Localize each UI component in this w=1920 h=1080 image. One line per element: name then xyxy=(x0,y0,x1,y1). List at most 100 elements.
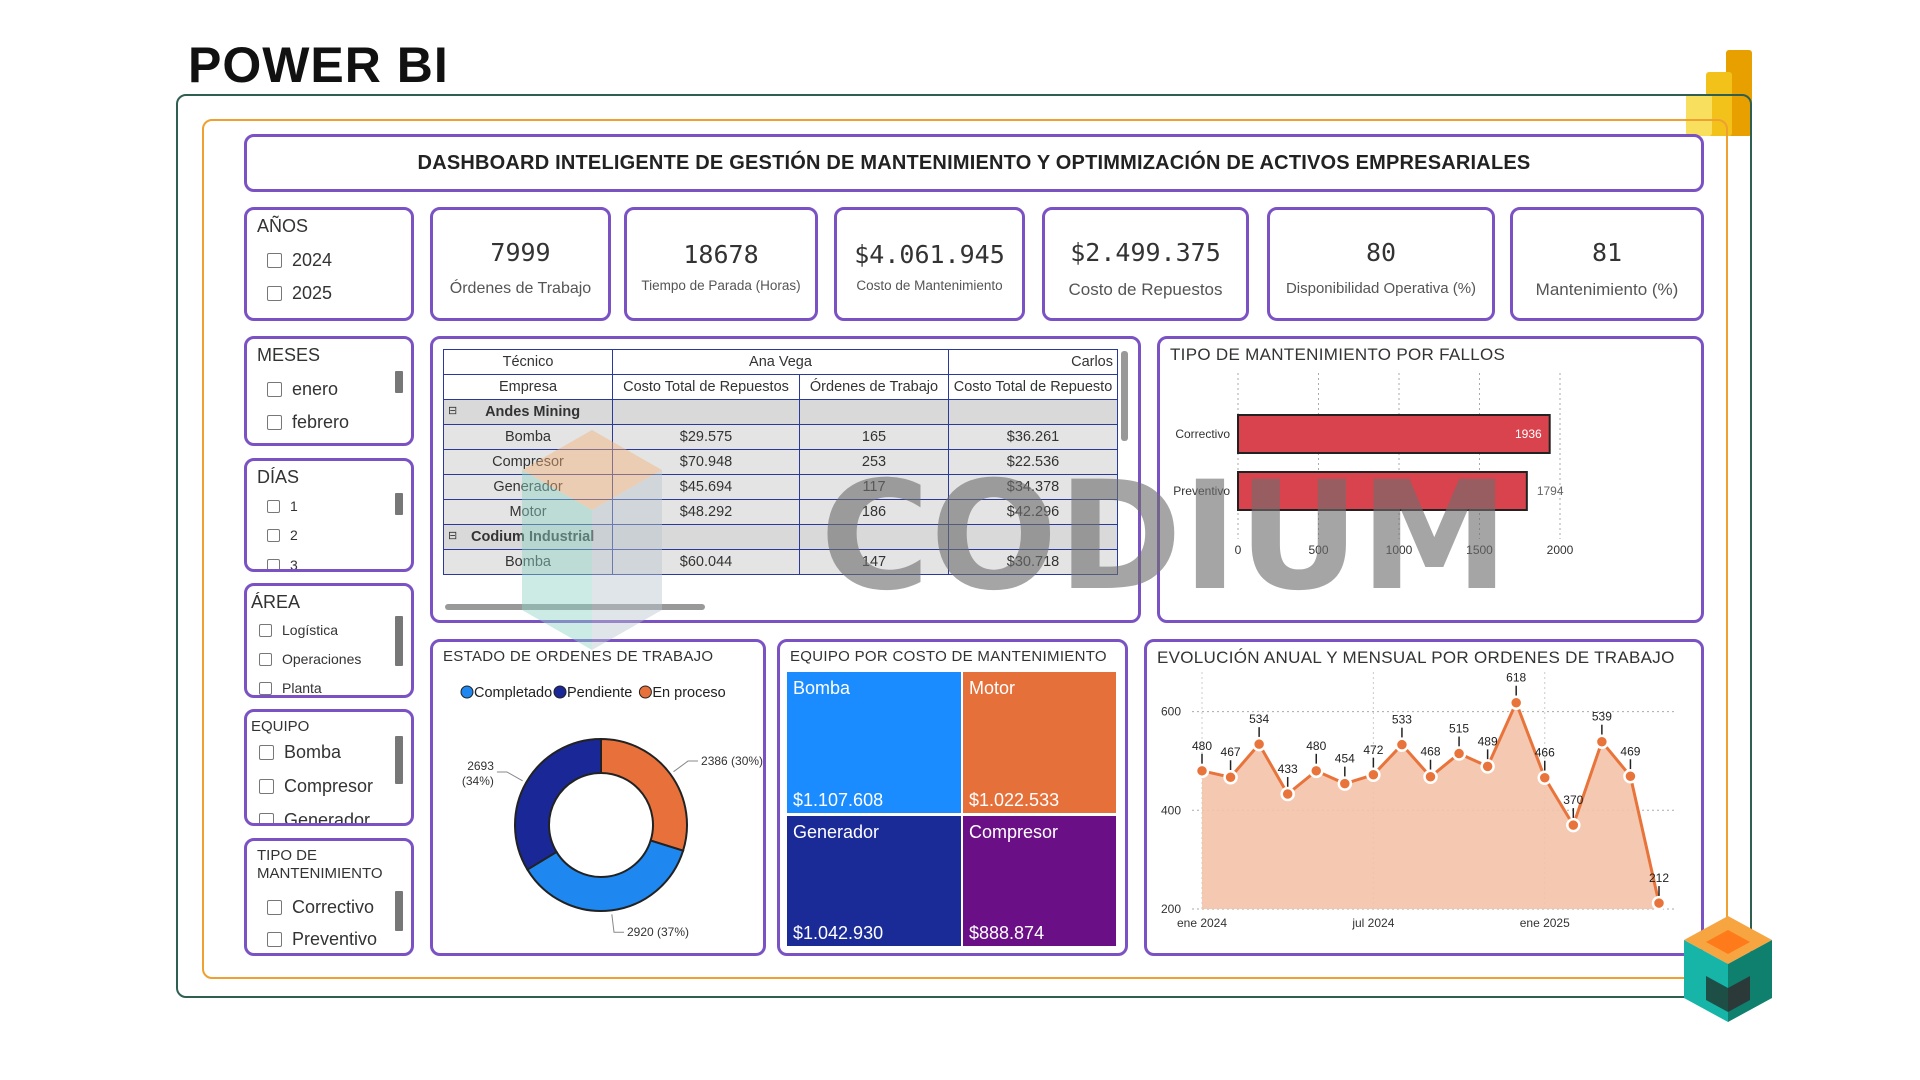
checkbox[interactable] xyxy=(267,528,280,542)
donut-slice xyxy=(526,839,685,912)
category-label: Correctivo xyxy=(1175,427,1230,441)
vertical-scrollbar[interactable] xyxy=(1121,351,1128,441)
data-label: 472 xyxy=(1363,743,1383,757)
slicer-option-correctivo[interactable]: Correctivo xyxy=(267,897,374,918)
checkbox[interactable] xyxy=(259,652,272,666)
data-point xyxy=(1480,759,1495,774)
matrix-col-header: Costo Total de Repuesto xyxy=(948,374,1118,400)
treemap-cell[interactable]: Motor $1.022.533 xyxy=(963,672,1116,813)
data-label: 480 xyxy=(1192,739,1212,753)
data-label: 433 xyxy=(1278,762,1298,776)
matrix-header-tech1: Ana Vega xyxy=(612,349,949,375)
slicer-option-operaciones[interactable]: Operaciones xyxy=(259,651,361,667)
chart-title: TIPO DE MANTENIMIENTO POR FALLOS xyxy=(1170,345,1506,364)
matrix-header-tech2: Carlos xyxy=(948,349,1118,375)
data-label: 212 xyxy=(1649,871,1669,885)
codium-cube-logo-icon xyxy=(1684,916,1772,1022)
donut-chart-card[interactable]: ESTADO DE ORDENES DE TRABAJO Completado P… xyxy=(430,639,766,956)
y-tick-label: 200 xyxy=(1161,902,1181,916)
scrollbar[interactable] xyxy=(395,493,403,515)
group-label: Codium Industrial xyxy=(470,529,594,545)
bar xyxy=(1237,414,1551,454)
data-label: 534 xyxy=(1249,712,1269,726)
checkbox[interactable] xyxy=(267,932,282,947)
checkbox[interactable] xyxy=(259,623,272,637)
chart-title: ESTADO DE ORDENES DE TRABAJO xyxy=(443,648,714,665)
slicer-option-preventivo[interactable]: Preventivo xyxy=(267,929,377,950)
data-label: 1794 xyxy=(1537,484,1564,498)
treemap-cell[interactable]: Compresor $888.874 xyxy=(963,816,1116,946)
checkbox[interactable] xyxy=(259,745,274,760)
slicer-option-bomba[interactable]: Bomba xyxy=(259,742,341,763)
slicer-maintenance-type[interactable]: TIPO DE MANTENIMIENTO Correctivo Prevent… xyxy=(244,838,414,956)
slicer-years[interactable]: AÑOS 2024 2025 xyxy=(244,207,414,321)
slicer-option-2025[interactable]: 2025 xyxy=(267,283,332,304)
matrix-table: Técnico Ana Vega Carlos Empresa Costo To… xyxy=(443,349,1118,575)
slicer-option-enero[interactable]: enero xyxy=(267,379,338,400)
legend-marker xyxy=(460,685,474,699)
checkbox[interactable] xyxy=(259,813,274,823)
matrix-group-row[interactable]: ⊟ Andes Mining xyxy=(443,399,1118,425)
data-point xyxy=(1423,769,1438,784)
checkbox[interactable] xyxy=(259,681,272,695)
treemap-label: Bomba xyxy=(793,678,851,698)
legend-label: En proceso xyxy=(652,685,725,701)
checkbox[interactable] xyxy=(267,382,282,397)
collapse-icon[interactable]: ⊟ xyxy=(448,405,458,417)
checkbox[interactable] xyxy=(267,900,282,915)
power-bi-heading: POWER BI xyxy=(188,37,449,93)
category-label: Preventivo xyxy=(1173,484,1230,498)
data-label: 1936 xyxy=(1515,427,1542,441)
bar-chart: 0 500 1000 1500 2000 Correctivo 1936 Preventivo… xyxy=(1173,373,1574,557)
data-point xyxy=(1366,767,1381,783)
slicer-months[interactable]: MESES enero febrero xyxy=(244,336,414,446)
table-row: Motor $48.292 186 $42.296 xyxy=(443,499,1118,525)
checkbox[interactable] xyxy=(267,253,282,268)
slicer-option-generador[interactable]: Generador xyxy=(259,810,370,823)
slicer-option-1[interactable]: 1 xyxy=(267,498,298,514)
area-chart-card[interactable]: EVOLUCIÓN ANUAL Y MENSUAL POR ORDENES DE… xyxy=(1144,639,1704,956)
kpi-card-work-orders: 7999 Órdenes de Trabajo xyxy=(430,207,611,321)
data-point xyxy=(1394,737,1410,752)
slicer-equipment[interactable]: EQUIPO Bomba Compresor Generador xyxy=(244,709,414,826)
treemap-card[interactable]: EQUIPO POR COSTO DE MANTENIMIENTO Bomba $… xyxy=(777,639,1128,956)
slicer-option-compresor[interactable]: Compresor xyxy=(259,776,373,797)
kpi-value: $2.499.375 xyxy=(1070,238,1221,267)
checkbox[interactable] xyxy=(267,499,280,513)
matrix-visual[interactable]: Técnico Ana Vega Carlos Empresa Costo To… xyxy=(430,336,1141,623)
donut-slice xyxy=(600,737,688,852)
slicer-days[interactable]: DÍAS 1 2 3 xyxy=(244,458,414,572)
bar-chart-card[interactable]: TIPO DE MANTENIMIENTO POR FALLOS 0 500 100… xyxy=(1157,336,1704,623)
checkbox[interactable] xyxy=(267,415,282,430)
data-point xyxy=(1309,763,1324,779)
slicer-option-2[interactable]: 2 xyxy=(267,527,298,543)
kpi-label: Disponibilidad Operativa (%) xyxy=(1285,280,1477,297)
scrollbar[interactable] xyxy=(395,891,403,931)
treemap-cell[interactable]: Bomba $1.107.608 xyxy=(787,672,961,813)
matrix-group-row[interactable]: ⊟ Codium Industrial xyxy=(443,524,1118,550)
power-bi-logo-icon xyxy=(1686,50,1752,136)
slicer-option-2024[interactable]: 2024 xyxy=(267,250,332,271)
scrollbar[interactable] xyxy=(395,616,403,666)
horizontal-scrollbar[interactable] xyxy=(445,604,705,610)
leader-line xyxy=(673,760,699,773)
slicer-option-febrero[interactable]: febrero xyxy=(267,412,349,433)
x-tick-label: 500 xyxy=(1308,543,1328,557)
checkbox[interactable] xyxy=(267,286,282,301)
kpi-label: Mantenimiento (%) xyxy=(1535,280,1679,299)
data-point xyxy=(1623,769,1638,784)
slicer-area[interactable]: ÁREA Logística Operaciones Planta xyxy=(244,583,414,698)
legend-label: Pendiente xyxy=(567,685,632,701)
kpi-value: 7999 xyxy=(490,238,551,267)
slicer-option-logistica[interactable]: Logística xyxy=(259,622,338,638)
treemap-cell[interactable]: Generador $1.042.930 xyxy=(787,816,961,946)
scrollbar[interactable] xyxy=(395,371,403,393)
collapse-icon[interactable]: ⊟ xyxy=(448,530,458,542)
checkbox[interactable] xyxy=(259,779,274,794)
slicer-option-planta[interactable]: Planta xyxy=(259,680,322,695)
slicer-option-3[interactable]: 3 xyxy=(267,557,298,569)
bar xyxy=(1237,471,1528,511)
scrollbar[interactable] xyxy=(395,736,403,784)
checkbox[interactable] xyxy=(267,558,280,569)
slicer-title: ÁREA xyxy=(251,592,301,612)
